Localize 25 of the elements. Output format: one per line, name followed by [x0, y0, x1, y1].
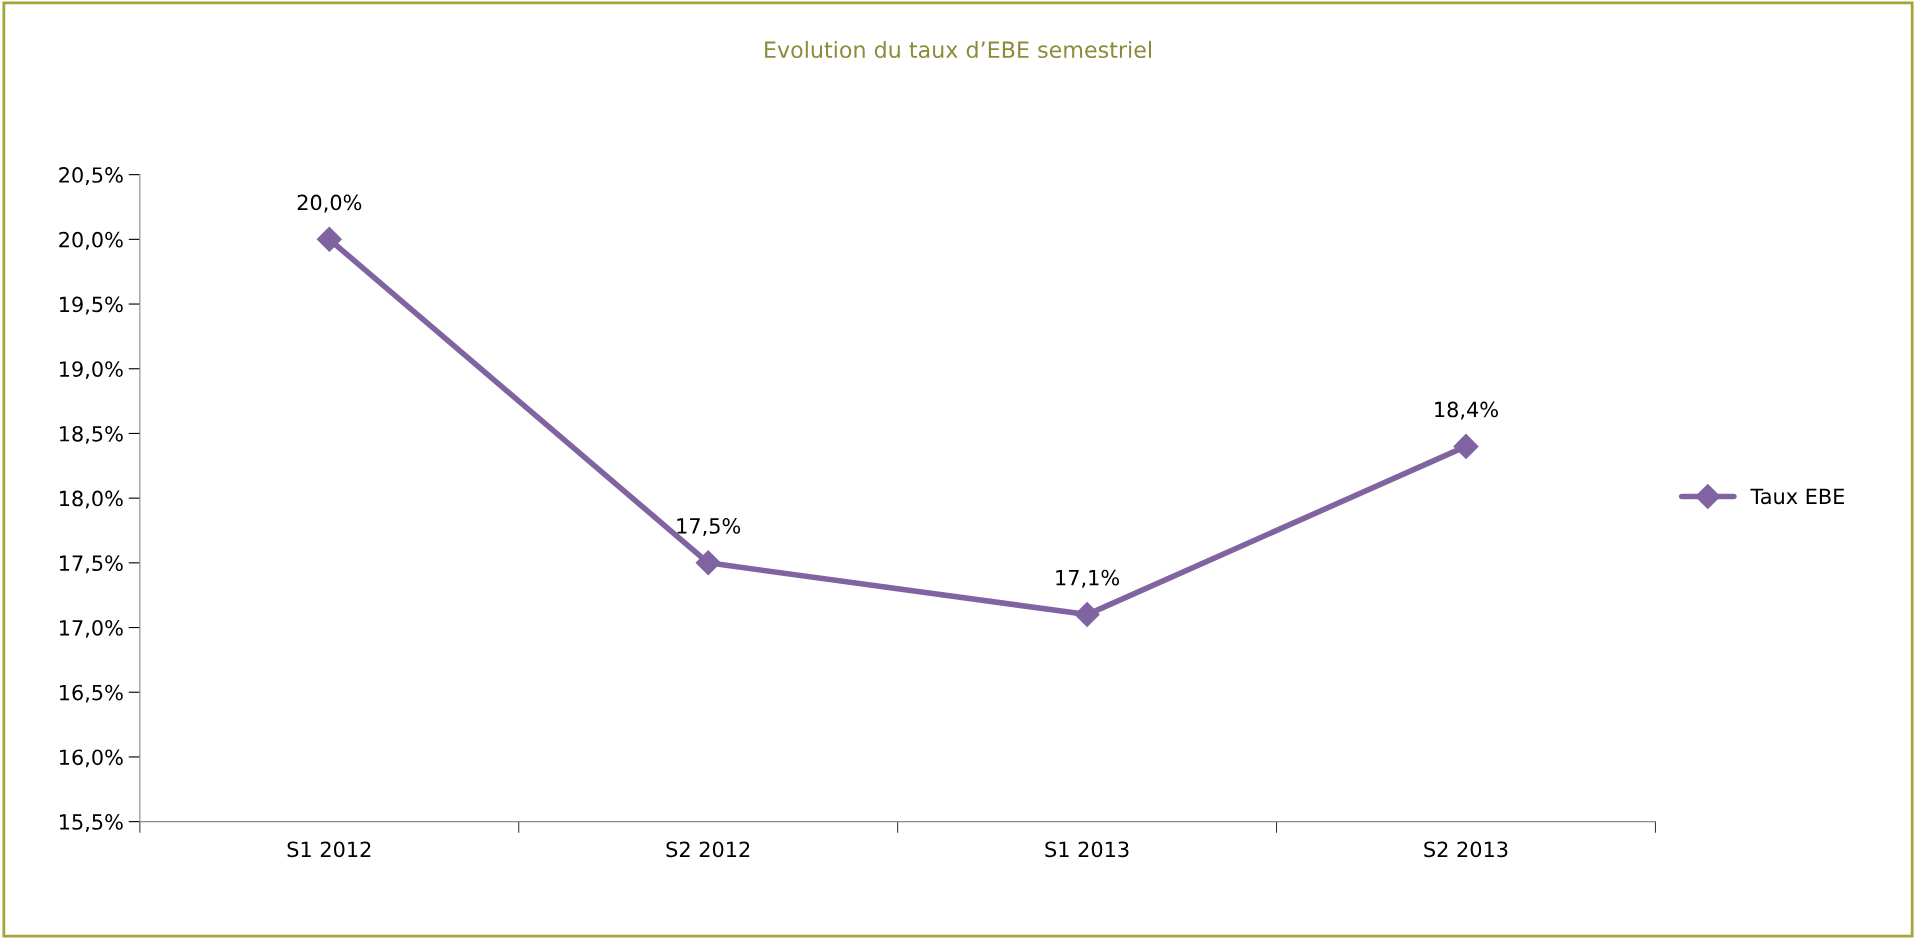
point: [1074, 602, 1100, 628]
y-tick-label: 16,5%: [60, 684, 123, 703]
y-tick-label: 18,5%: [60, 425, 123, 444]
data-label: 17,1%: [1056, 569, 1120, 588]
y-tick-label: 15,5%: [60, 814, 123, 832]
data-label: 20,0%: [297, 194, 362, 213]
legend-label: Taux EBE: [1750, 488, 1844, 505]
y-tick-label: 19,0%: [60, 361, 123, 380]
y-tick-label: 20,5%: [59, 167, 123, 185]
y-tick-label: 19,5%: [60, 296, 123, 315]
chart-title: Evolution du taux d’EBE semestriel: [765, 40, 1151, 59]
point: [695, 550, 721, 576]
point: [1453, 433, 1479, 459]
data-label: 17,5%: [677, 518, 741, 536]
y-tick-label: 17,5%: [60, 555, 123, 574]
x-tick-label: S1 2013: [1045, 841, 1129, 858]
y-tick-label: 17,0%: [60, 619, 123, 638]
y-tick-label: 16,0%: [60, 749, 123, 768]
x-tick-label: S2 2013: [1424, 841, 1508, 858]
x-tick-label: S1 2012: [287, 841, 371, 858]
data-label: 18,4%: [1435, 401, 1498, 420]
y-tick-label: 18,0%: [60, 490, 123, 509]
point: [316, 226, 342, 252]
x-tick-label: S2 2012: [666, 841, 750, 858]
y-tick-label: 20,0%: [59, 231, 123, 250]
